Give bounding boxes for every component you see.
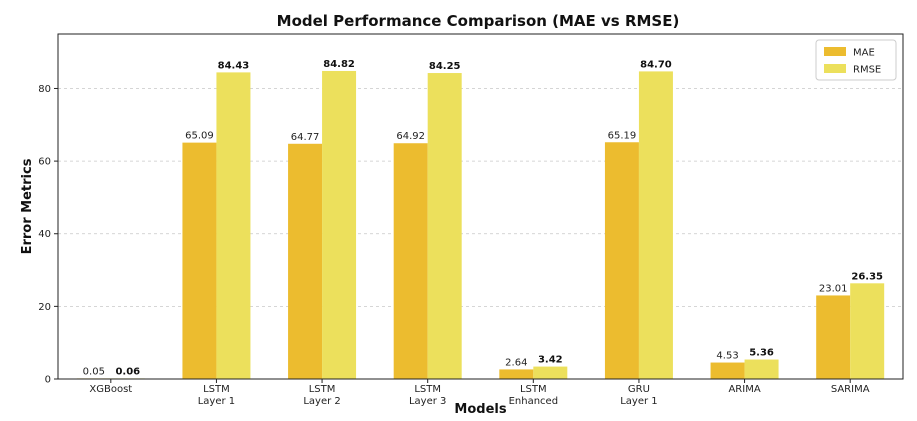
bar-mae [816, 295, 851, 379]
y-axis-ticks: 0 20 40 60 80 [38, 84, 58, 386]
value-labels: 0.05 0.06 65.09 84.43 64.77 84.82 64.92 84.25 2.… [83, 59, 883, 377]
x-tick-label: SARIMA [831, 384, 870, 395]
value-label-mae: 64.92 [396, 131, 425, 142]
legend-label-rmse: RMSE [853, 65, 881, 76]
bar-rmse [744, 359, 779, 379]
x-tick-label: LSTM Layer 3 [409, 384, 446, 407]
bar-mae [288, 143, 323, 379]
x-tick-label-line: Layer 3 [409, 396, 446, 407]
bar-mae [182, 142, 217, 379]
x-tick-label: ARIMA [728, 384, 760, 395]
x-tick-label-line: SARIMA [831, 384, 870, 395]
x-tick-label-line: Layer 2 [303, 396, 340, 407]
x-tick-label: GRU Layer 1 [620, 384, 657, 407]
y-tick-label: 60 [38, 157, 51, 168]
x-tick-label: XGBoost [89, 384, 132, 395]
legend-swatch-rmse [824, 64, 846, 73]
y-tick-label: 80 [38, 84, 51, 95]
x-tick-label-line: GRU [628, 384, 650, 395]
bar-rmse [216, 72, 251, 379]
bar-rmse [850, 283, 885, 379]
x-tick-label: LSTM Layer 1 [198, 384, 235, 407]
plot-frame [57, 33, 904, 380]
bar-rmse [638, 71, 673, 379]
x-tick-label-line: LSTM [414, 384, 441, 395]
value-label-mae: 2.64 [505, 357, 527, 368]
x-tick-label: LSTM Enhanced [509, 384, 558, 407]
x-tick-label-line: XGBoost [89, 384, 132, 395]
value-label-mae: 4.53 [716, 351, 738, 362]
bar-rmse [322, 70, 357, 379]
bar-mae [499, 369, 534, 379]
legend-label-mae: MAE [853, 48, 875, 59]
y-axis-title: Error Metrics [20, 158, 35, 254]
value-label-rmse: 84.25 [429, 61, 461, 72]
bar-mae [710, 362, 745, 379]
x-tick-label-line: Layer 1 [620, 396, 657, 407]
value-label-mae: 65.19 [608, 130, 637, 141]
x-tick-label-line: LSTM [520, 384, 547, 395]
bar-rmse [533, 366, 568, 379]
bar-mae [604, 142, 639, 379]
value-label-mae: 64.77 [291, 132, 320, 143]
x-tick-label: LSTM Layer 2 [303, 384, 340, 407]
chart-title: Model Performance Comparison (MAE vs RMS… [277, 12, 680, 30]
y-tick-label: 40 [38, 229, 51, 240]
x-axis-title: Models [454, 402, 506, 417]
legend: MAE RMSE [815, 39, 897, 81]
x-tick-label-line: LSTM [203, 384, 230, 395]
legend-swatch-mae [824, 47, 846, 56]
x-tick-label-line: ARIMA [728, 384, 760, 395]
value-label-rmse: 84.70 [640, 59, 672, 70]
value-label-mae: 23.01 [819, 283, 848, 294]
value-label-mae: 65.09 [185, 131, 214, 142]
value-label-rmse: 3.42 [538, 355, 563, 366]
value-label-mae: 0.05 [83, 366, 105, 377]
y-tick-label: 0 [45, 375, 51, 386]
x-tick-label-line: LSTM [309, 384, 336, 395]
y-tick-label: 20 [38, 302, 51, 313]
bar-mae [393, 143, 428, 379]
bar-rmse [427, 73, 462, 379]
x-tick-label-line: Enhanced [509, 396, 558, 407]
value-label-rmse: 84.82 [323, 59, 355, 70]
value-label-rmse: 0.06 [115, 366, 140, 377]
bars [76, 70, 885, 379]
value-label-rmse: 84.43 [218, 60, 250, 71]
x-tick-label-line: Layer 1 [198, 396, 235, 407]
value-label-rmse: 5.36 [749, 348, 774, 359]
value-label-rmse: 26.35 [851, 271, 883, 282]
